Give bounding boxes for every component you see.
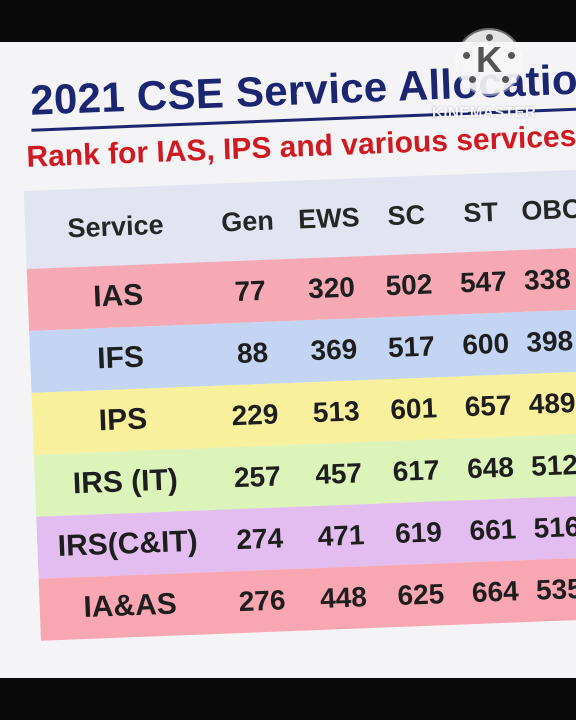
logo-dot (502, 76, 509, 83)
kinemaster-logo-icon: K (457, 30, 521, 94)
rank-ews: 320 (307, 271, 356, 305)
rank-sc: 517 (387, 330, 436, 364)
rank-gen: 257 (233, 460, 282, 494)
header-gen: Gen (220, 204, 275, 237)
header-service: Service (66, 209, 165, 243)
rank-st: 547 (459, 265, 508, 299)
rank-ews: 471 (317, 519, 365, 553)
rank-ews: 369 (309, 333, 358, 367)
logo-dot (463, 52, 470, 59)
rank-st: 600 (461, 327, 510, 361)
rank-obc: 489 (528, 387, 576, 420)
rank-st: 661 (468, 513, 517, 547)
header-ews: EWS (297, 201, 361, 235)
letterbox-bottom (0, 678, 576, 720)
rank-obc: 398 (525, 325, 574, 358)
service-name: IFS (96, 340, 145, 376)
rank-gen: 274 (235, 522, 284, 556)
service-name: IPS (98, 402, 148, 438)
rank-ews: 457 (314, 457, 363, 491)
service-name: IAS (92, 278, 144, 314)
rank-sc: 502 (384, 268, 433, 302)
service-name: IA&AS (82, 587, 178, 625)
rank-ews: 513 (312, 395, 361, 429)
rank-st: 657 (464, 389, 513, 423)
watermark-text: KINEMASTER (432, 104, 537, 121)
header-st: ST (462, 196, 499, 228)
rank-gen: 229 (230, 398, 279, 432)
rank-sc: 625 (396, 578, 445, 611)
photo-of-slide: 2021 CSE Service Allocation Rank for IAS… (0, 42, 576, 678)
header-sc: SC (386, 199, 426, 231)
rank-obc: 535 (535, 572, 576, 606)
rank-sc: 601 (389, 392, 438, 426)
logo-dot (486, 34, 493, 41)
rank-sc: 617 (392, 454, 441, 488)
logo-letter: K (476, 39, 502, 80)
logo-dot (469, 76, 476, 83)
rank-obc: 516 (532, 510, 576, 544)
rank-st: 664 (471, 575, 520, 609)
rank-gen: 276 (238, 584, 287, 618)
rank-gen: 77 (234, 274, 267, 308)
rank-obc: 512 (530, 448, 576, 482)
rank-ews: 448 (319, 581, 368, 614)
logo-dot (508, 52, 515, 59)
header-obc: OBC (520, 193, 576, 226)
service-name: IRS(C&IT) (57, 524, 199, 563)
rank-st: 648 (466, 451, 515, 485)
slide: 2021 CSE Service Allocation Rank for IAS… (0, 42, 576, 678)
rank-sc: 619 (394, 516, 443, 550)
service-name: IRS (IT) (72, 463, 179, 501)
rank-obc: 338 (523, 263, 572, 296)
rank-gen: 88 (236, 336, 269, 369)
allocation-table: Service Gen EWS SC ST OBC IAS 77 320 502… (23, 169, 576, 641)
